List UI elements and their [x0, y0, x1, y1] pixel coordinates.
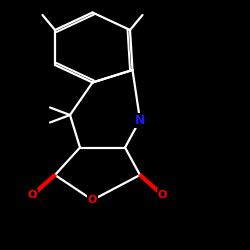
- Text: O: O: [28, 190, 37, 200]
- Text: O: O: [88, 195, 97, 205]
- Text: N: N: [135, 114, 145, 126]
- Text: O: O: [158, 190, 167, 200]
